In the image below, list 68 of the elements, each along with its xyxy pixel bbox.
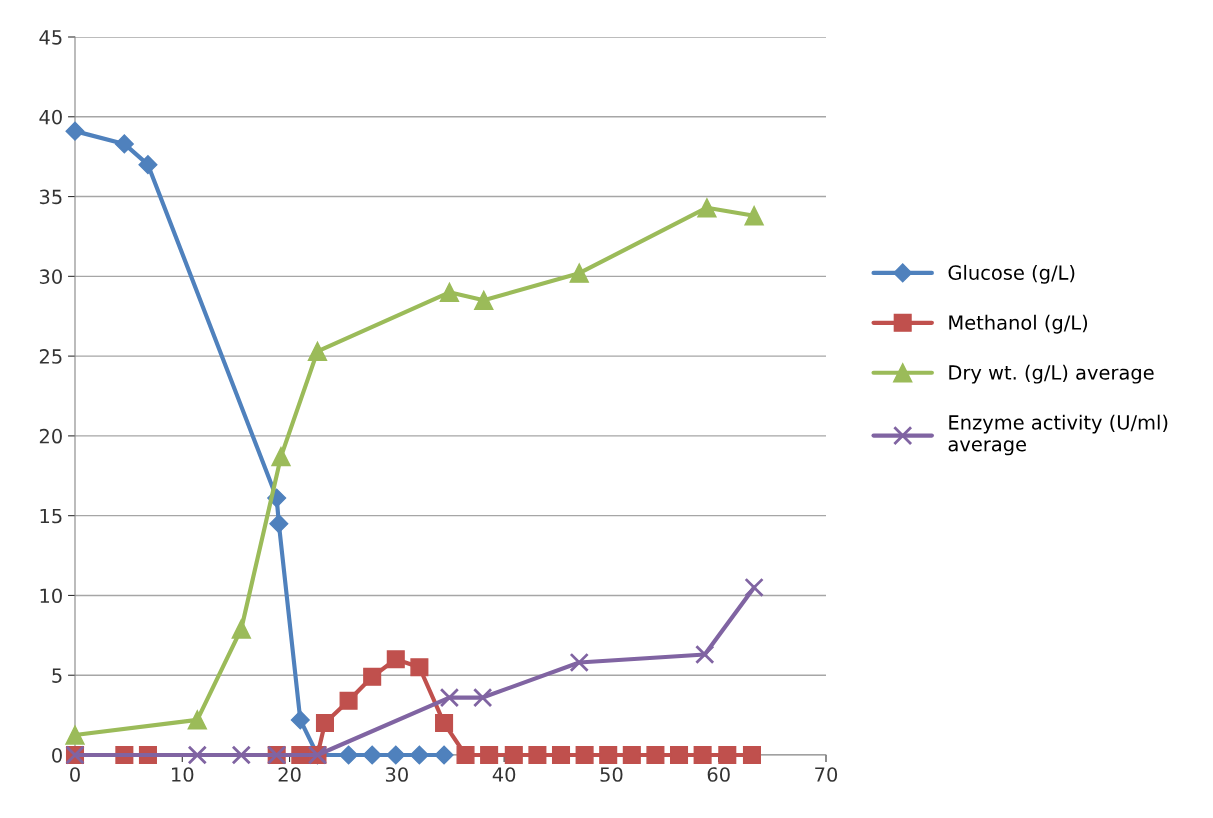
- x-tick-label: 50: [600, 767, 623, 782]
- y-tick-label: 35: [39, 189, 62, 205]
- x-tick-label: 60: [707, 767, 730, 782]
- y-tick-label: 25: [39, 349, 62, 364]
- x-tick-label: 20: [278, 767, 301, 782]
- point: [315, 714, 335, 733]
- point: [742, 745, 762, 765]
- point: [569, 263, 589, 283]
- point: [718, 745, 737, 765]
- point: [622, 745, 641, 765]
- point: [339, 691, 358, 710]
- point: [290, 710, 310, 730]
- legend-label: Glucose (g/L): [948, 264, 1075, 284]
- point: [231, 619, 252, 639]
- x-tick-label: 0: [70, 767, 80, 782]
- point: [569, 652, 589, 673]
- point: [474, 290, 494, 310]
- y-tick-label: 45: [39, 30, 62, 45]
- y-tick-label: 15: [40, 508, 62, 524]
- point: [472, 687, 493, 708]
- point: [439, 282, 460, 303]
- point: [386, 650, 405, 669]
- point: [307, 341, 328, 362]
- y-tick-label: 0: [52, 747, 62, 763]
- point: [410, 658, 429, 677]
- point: [362, 745, 382, 765]
- point: [528, 745, 547, 765]
- point: [599, 745, 618, 765]
- point: [363, 667, 382, 686]
- y-tick-label: 40: [39, 109, 62, 125]
- point: [434, 745, 454, 765]
- point: [138, 155, 158, 175]
- point: [187, 745, 208, 765]
- x-tick-label: 40: [492, 767, 516, 782]
- point: [439, 687, 460, 708]
- x-tick-label: 70: [815, 767, 838, 782]
- y-tick-label: 5: [52, 668, 62, 683]
- legend-label: Methanol (g/L): [949, 314, 1088, 334]
- point: [669, 745, 689, 765]
- point: [269, 514, 289, 534]
- point: [551, 745, 571, 765]
- point: [744, 205, 764, 226]
- point: [386, 745, 406, 765]
- point: [339, 745, 359, 765]
- point: [456, 745, 475, 765]
- x-tick-label: 10: [172, 767, 194, 782]
- legend-label: Enzyme activity (U/ml) average: [948, 414, 1168, 456]
- point: [65, 121, 85, 141]
- point: [231, 745, 252, 765]
- point: [409, 745, 429, 765]
- point: [646, 745, 665, 765]
- legend-label: Dry wt. (g/L) average: [949, 364, 1154, 384]
- y-tick-label: 10: [40, 588, 62, 604]
- point: [697, 198, 717, 218]
- point: [271, 446, 291, 467]
- point: [504, 745, 523, 765]
- point: [480, 745, 499, 765]
- point: [695, 644, 715, 665]
- x-tick-label: 30: [385, 767, 408, 782]
- y-tick-label: 20: [39, 428, 62, 444]
- point: [693, 745, 712, 765]
- point: [575, 745, 594, 765]
- point: [435, 714, 454, 733]
- point: [114, 134, 134, 154]
- point: [744, 577, 764, 598]
- point: [187, 710, 208, 730]
- point: [65, 725, 85, 745]
- y-tick-label: 30: [39, 269, 62, 284]
